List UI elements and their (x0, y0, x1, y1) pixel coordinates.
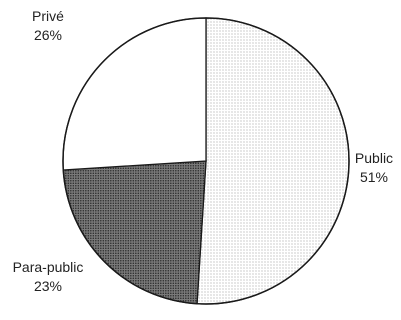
pie-slice-public (196, 17, 350, 305)
slice-label-public: Public (355, 150, 393, 166)
slice-value-label-para-public: 23% (34, 278, 62, 294)
slice-label-prive: Privé (32, 8, 64, 24)
pie-slice-prive (62, 17, 207, 171)
pie-slice-para-public (62, 160, 207, 305)
pie-outline (62, 17, 350, 305)
slice-value-label-public: 51% (360, 169, 388, 185)
slice-value-label-prive: 26% (34, 27, 62, 43)
slice-label-para-public: Para-public (13, 259, 84, 275)
